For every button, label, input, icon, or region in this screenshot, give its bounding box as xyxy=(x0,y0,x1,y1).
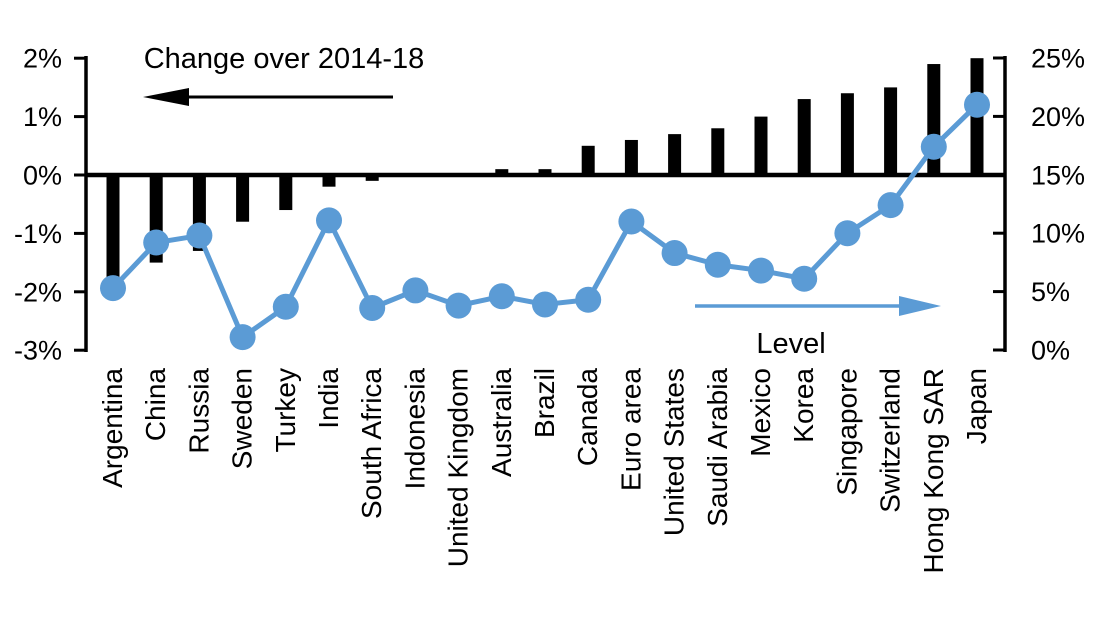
category-label: China xyxy=(140,368,171,442)
level-dot-singapore xyxy=(834,220,861,247)
category-label: Australia xyxy=(486,368,517,477)
bar-korea xyxy=(797,99,811,175)
bar-euro-area xyxy=(624,139,638,175)
bar-brazil xyxy=(538,169,552,175)
bar-australia xyxy=(495,169,509,175)
arrow-left-icon xyxy=(143,88,393,106)
right-axis-tick-label: 20% xyxy=(1031,102,1085,132)
level-dot-india xyxy=(316,207,342,234)
level-dot-japan xyxy=(964,91,990,118)
left-axis-tick-label: 0% xyxy=(23,161,62,191)
category-label: Sweden xyxy=(227,368,258,469)
level-dot-canada xyxy=(575,286,602,313)
bar-united-states xyxy=(668,134,682,175)
left-axis-tick-label: -3% xyxy=(14,336,62,366)
level-dot-korea xyxy=(791,265,818,292)
level-dot-euro-area xyxy=(618,208,645,235)
bar-series-annotation-group: Change over 2014-18 xyxy=(143,43,424,106)
left-axis-tick-label: -1% xyxy=(14,219,62,249)
level-dot-russia xyxy=(186,222,213,249)
level-dot-saudi-arabia xyxy=(704,251,731,278)
right-axis-tick-label: 10% xyxy=(1031,219,1085,249)
left-axis-tick-label: -2% xyxy=(14,277,62,307)
level-dot-china xyxy=(143,229,170,256)
bar-argentina xyxy=(106,175,120,281)
category-label: United States xyxy=(659,368,690,536)
right-axis-tick-label: 0% xyxy=(1031,336,1070,366)
arrow-right-icon xyxy=(695,296,941,316)
bar-singapore xyxy=(840,93,854,175)
bar-india xyxy=(322,175,336,187)
bar-turkey xyxy=(279,175,293,211)
level-dot-hong-kong-sar xyxy=(920,133,947,160)
category-label: Argentina xyxy=(97,368,128,488)
category-label: Hong Kong SAR xyxy=(918,368,949,573)
category-label: Mexico xyxy=(745,368,776,457)
level-dot-indonesia xyxy=(402,277,429,304)
category-label: Euro area xyxy=(615,368,646,491)
category-label: Canada xyxy=(572,368,603,467)
bar-canada xyxy=(581,145,595,175)
right-axis-tick-label: 5% xyxy=(1031,277,1070,307)
bar-sweden xyxy=(236,175,250,222)
right-axis-tick-label: 15% xyxy=(1031,160,1085,190)
level-dot-mexico xyxy=(748,257,774,284)
level-dot-brazil xyxy=(532,291,558,318)
category-label: Japan xyxy=(961,368,992,444)
level-dot-turkey xyxy=(272,293,299,320)
line-series-annotation-label: Level xyxy=(756,328,825,360)
bar-series-annotation-label: Change over 2014-18 xyxy=(144,43,425,75)
level-dot-australia xyxy=(488,283,515,310)
level-dot-south-africa xyxy=(359,294,386,321)
category-label: Korea xyxy=(788,368,819,443)
level-dot-united-kingdom xyxy=(445,292,472,319)
category-label: Switzerland xyxy=(875,368,906,513)
left-axis-tick-label: 1% xyxy=(23,102,62,132)
plot-area: 2% 1% 0% -1% -2% -3% 25% 20% 15% 10% 5% 0% Argentina… xyxy=(14,44,1085,574)
bar-saudi-arabia xyxy=(711,128,725,175)
category-label: Saudi Arabia xyxy=(702,368,733,527)
category-label: Turkey xyxy=(270,368,301,453)
level-dot-sweden xyxy=(229,324,256,351)
level-dot-argentina xyxy=(100,275,126,302)
level-dot-switzerland xyxy=(877,192,904,219)
category-label: Singapore xyxy=(831,368,862,496)
line-series-annotation-group: Level xyxy=(695,296,941,360)
level-dot-united-states xyxy=(661,240,688,267)
right-axis-tick-label: 25% xyxy=(1031,44,1085,74)
bar-south-africa xyxy=(365,175,379,181)
category-label: Russia xyxy=(183,368,214,454)
category-label: South Africa xyxy=(356,368,387,519)
bar-mexico xyxy=(754,116,768,175)
category-label: Indonesia xyxy=(399,368,430,490)
category-label: India xyxy=(313,368,344,429)
bar-switzerland xyxy=(884,87,898,175)
category-label: Brazil xyxy=(529,368,560,438)
left-axis-tick-label: 2% xyxy=(23,44,62,74)
category-label: United Kingdom xyxy=(443,368,474,567)
